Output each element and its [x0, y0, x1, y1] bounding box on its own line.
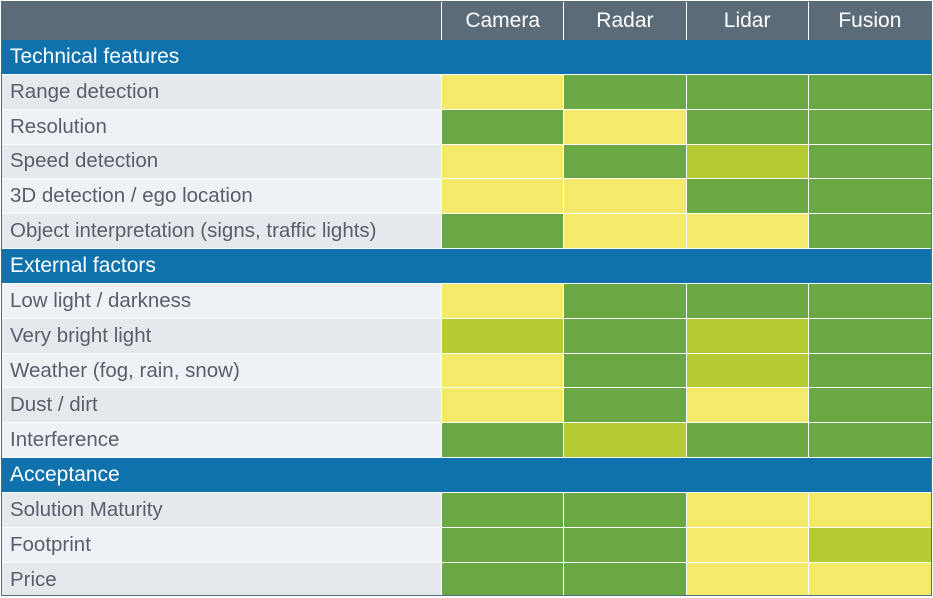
row-label: Speed detection: [2, 144, 443, 179]
rating-cell-lidar: [686, 74, 809, 109]
row-label: Footprint: [2, 527, 443, 562]
rating-cell-radar: [564, 562, 687, 595]
rating-cell-radar: [564, 527, 687, 562]
rating-cell-camera: [442, 74, 565, 109]
table-row: Weather (fog, rain, snow): [2, 353, 931, 389]
rating-cell-radar: [564, 109, 687, 144]
rating-cell-camera: [442, 492, 565, 527]
section-header: Acceptance: [2, 458, 931, 493]
row-label: 3D detection / ego location: [2, 179, 443, 214]
rating-cell-camera: [442, 283, 565, 318]
rating-cell-fusion: [808, 109, 931, 144]
section-header: Technical features: [2, 40, 931, 75]
table-body: Technical features Range detection Resolut…: [2, 40, 931, 595]
table-row: Range detection: [2, 74, 931, 110]
rating-cell-lidar: [686, 179, 809, 214]
rating-cell-camera: [442, 318, 565, 353]
rating-cell-camera: [442, 109, 565, 144]
rating-cell-fusion: [808, 74, 931, 109]
rating-cell-radar: [564, 179, 687, 214]
section-header: External factors: [2, 249, 931, 284]
rating-cell-lidar: [686, 353, 809, 388]
rating-cell-lidar: [686, 527, 809, 562]
table-row: Dust / dirt: [2, 388, 931, 424]
rating-cell-lidar: [686, 144, 809, 179]
column-header-radar: Radar: [564, 2, 687, 40]
rating-cell-radar: [564, 423, 687, 458]
rating-cell-radar: [564, 283, 687, 318]
rating-cell-fusion: [808, 144, 931, 179]
rating-cell-fusion: [808, 318, 931, 353]
rating-cell-camera: [442, 423, 565, 458]
rating-cell-lidar: [686, 109, 809, 144]
table-row: Object interpretation (signs, traffic li…: [2, 214, 931, 250]
row-label: Weather (fog, rain, snow): [2, 353, 443, 388]
column-header-row: Camera Radar Lidar Fusion: [2, 2, 931, 40]
table-row: Footprint: [2, 527, 931, 563]
table-row: Price: [2, 562, 931, 595]
column-header-camera: Camera: [442, 2, 565, 40]
rating-cell-radar: [564, 144, 687, 179]
rating-cell-fusion: [808, 179, 931, 214]
row-label: Solution Maturity: [2, 492, 443, 527]
row-label: Resolution: [2, 109, 443, 144]
table-row: Speed detection: [2, 144, 931, 180]
rating-cell-fusion: [808, 214, 931, 249]
rating-cell-lidar: [686, 423, 809, 458]
rating-cell-camera: [442, 527, 565, 562]
column-header-lidar: Lidar: [687, 2, 809, 40]
rating-cell-fusion: [808, 423, 931, 458]
rating-cell-camera: [442, 214, 565, 249]
rating-cell-lidar: [686, 492, 809, 527]
rating-cell-camera: [442, 388, 565, 423]
rating-cell-fusion: [808, 353, 931, 388]
rating-cell-radar: [564, 318, 687, 353]
row-label: Very bright light: [2, 318, 443, 353]
table-row: Resolution: [2, 109, 931, 145]
header-corner: [2, 2, 443, 40]
rating-cell-radar: [564, 74, 687, 109]
table-row: Very bright light: [2, 318, 931, 354]
column-header-fusion: Fusion: [838, 9, 902, 32]
rating-cell-lidar: [686, 562, 809, 595]
row-label: Range detection: [2, 74, 443, 109]
rating-cell-fusion: [808, 562, 931, 595]
rating-cell-camera: [442, 353, 565, 388]
rating-cell-lidar: [686, 214, 809, 249]
table-row: 3D detection / ego location: [2, 179, 931, 215]
rating-cell-fusion: [808, 527, 931, 562]
table-row: Interference: [2, 423, 931, 459]
row-label: Object interpretation (signs, traffic li…: [2, 214, 443, 249]
rating-cell-camera: [442, 179, 565, 214]
rating-cell-camera: [442, 562, 565, 595]
rating-cell-radar: [564, 388, 687, 423]
rating-cell-radar: [564, 214, 687, 249]
rating-cell-lidar: [686, 318, 809, 353]
row-label: Low light / darkness: [2, 283, 443, 318]
table-row: Solution Maturity: [2, 492, 931, 528]
rating-cell-fusion: [808, 492, 931, 527]
row-label: Interference: [2, 423, 443, 458]
rating-cell-fusion: [808, 283, 931, 318]
rating-cell-lidar: [686, 283, 809, 318]
table-row: Low light / darkness: [2, 283, 931, 319]
rating-cell-camera: [442, 144, 565, 179]
rating-cell-lidar: [686, 388, 809, 423]
rating-cell-fusion: [808, 388, 931, 423]
row-label: Dust / dirt: [2, 388, 443, 423]
rating-cell-radar: [564, 353, 687, 388]
rating-cell-radar: [564, 492, 687, 527]
row-label: Price: [2, 562, 443, 595]
